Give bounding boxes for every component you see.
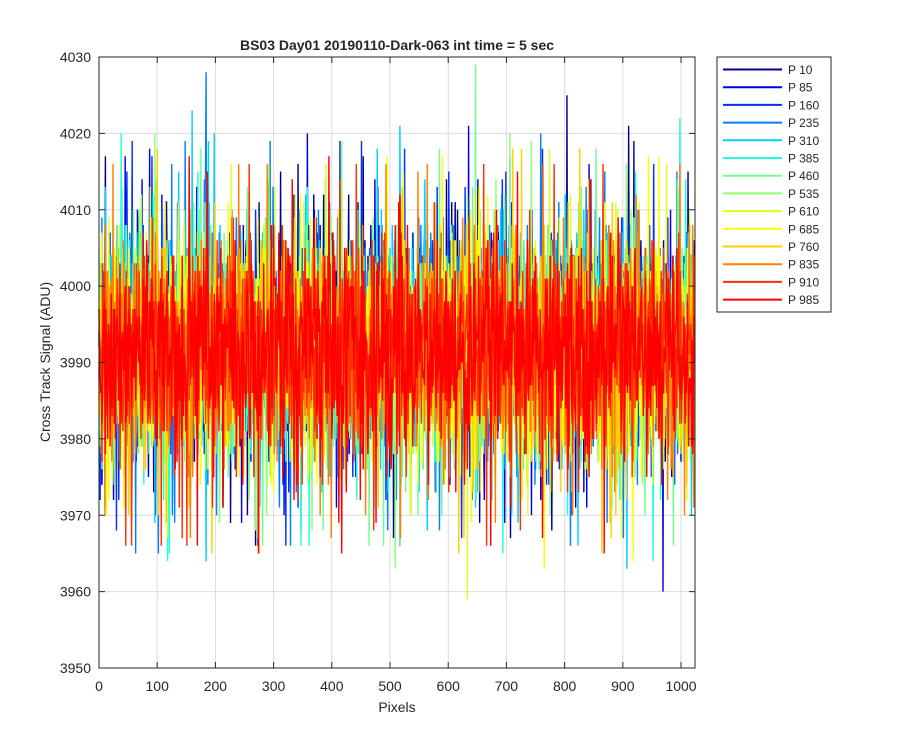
legend-item[interactable]: P 85 [723,81,813,95]
series-line-p985 [98,156,696,554]
legend-item[interactable]: P 985 [723,293,819,307]
legend-item[interactable]: P 310 [723,134,819,148]
legend-item[interactable]: P 760 [723,240,819,254]
legend-label: P 235 [788,116,819,130]
legend-item[interactable]: P 910 [723,275,819,289]
y-axis-ticks: 3950 3960 3970 3980 3990 4000 4010 4020 4030 [60,49,695,676]
y-tick-label: 4000 [60,278,91,294]
legend-item[interactable]: P 385 [723,152,819,166]
x-tick-label: 800 [553,678,577,694]
x-tick-label: 900 [611,678,635,694]
legend-item[interactable]: P 235 [723,116,819,130]
legend-item[interactable]: P 460 [723,169,819,183]
y-tick-label: 3970 [60,507,91,523]
legend-item[interactable]: P 835 [723,258,819,272]
x-tick-label: 600 [437,678,461,694]
legend-label: P 760 [788,240,819,254]
legend-label: P 85 [788,81,813,95]
y-tick-label: 4010 [60,202,91,218]
legend-label: P 985 [788,293,819,307]
x-tick-label: 1000 [665,678,696,694]
x-tick-label: 300 [262,678,286,694]
legend-label: P 910 [788,275,819,289]
legend-label: P 10 [788,63,813,77]
legend-item[interactable]: P 610 [723,205,819,219]
y-tick-label: 4030 [60,49,91,65]
legend-label: P 460 [788,169,819,183]
legend-label: P 160 [788,98,819,112]
y-tick-label: 3980 [60,431,91,447]
x-tick-label: 200 [204,678,228,694]
legend-label: P 610 [788,205,819,219]
x-axis-title: Pixels [378,699,415,715]
legend-label: P 535 [788,187,819,201]
y-tick-label: 3990 [60,355,91,371]
y-tick-label: 3960 [60,584,91,600]
x-tick-label: 400 [320,678,344,694]
series-lines [98,64,696,600]
x-tick-label: 100 [146,678,170,694]
x-tick-label: 700 [495,678,519,694]
legend-item[interactable]: P 10 [723,63,813,77]
legend-label: P 835 [788,258,819,272]
legend-label: P 385 [788,152,819,166]
y-axis-title: Cross Track Signal (ADU) [37,282,53,442]
chart-title: BS03 Day01 20190110-Dark-063 int time = … [240,37,554,53]
legend-box [716,56,832,313]
y-tick-label: 4020 [60,125,91,141]
y-tick-label: 3950 [60,660,91,676]
legend-label: P 685 [788,222,819,236]
legend-item[interactable]: P 535 [723,187,819,201]
x-tick-label: 500 [378,678,402,694]
legend-item[interactable]: P 685 [723,222,819,236]
legend[interactable]: P 10 P 85 P 160 P 235 P 310 P 385 P 460 P 535 P … [716,56,832,313]
legend-item[interactable]: P 160 [723,98,819,112]
x-tick-label: 0 [95,678,103,694]
legend-label: P 310 [788,134,819,148]
x-axis-ticks: 0 100 200 300 400 500 600 700 800 900 1000 [95,57,697,694]
